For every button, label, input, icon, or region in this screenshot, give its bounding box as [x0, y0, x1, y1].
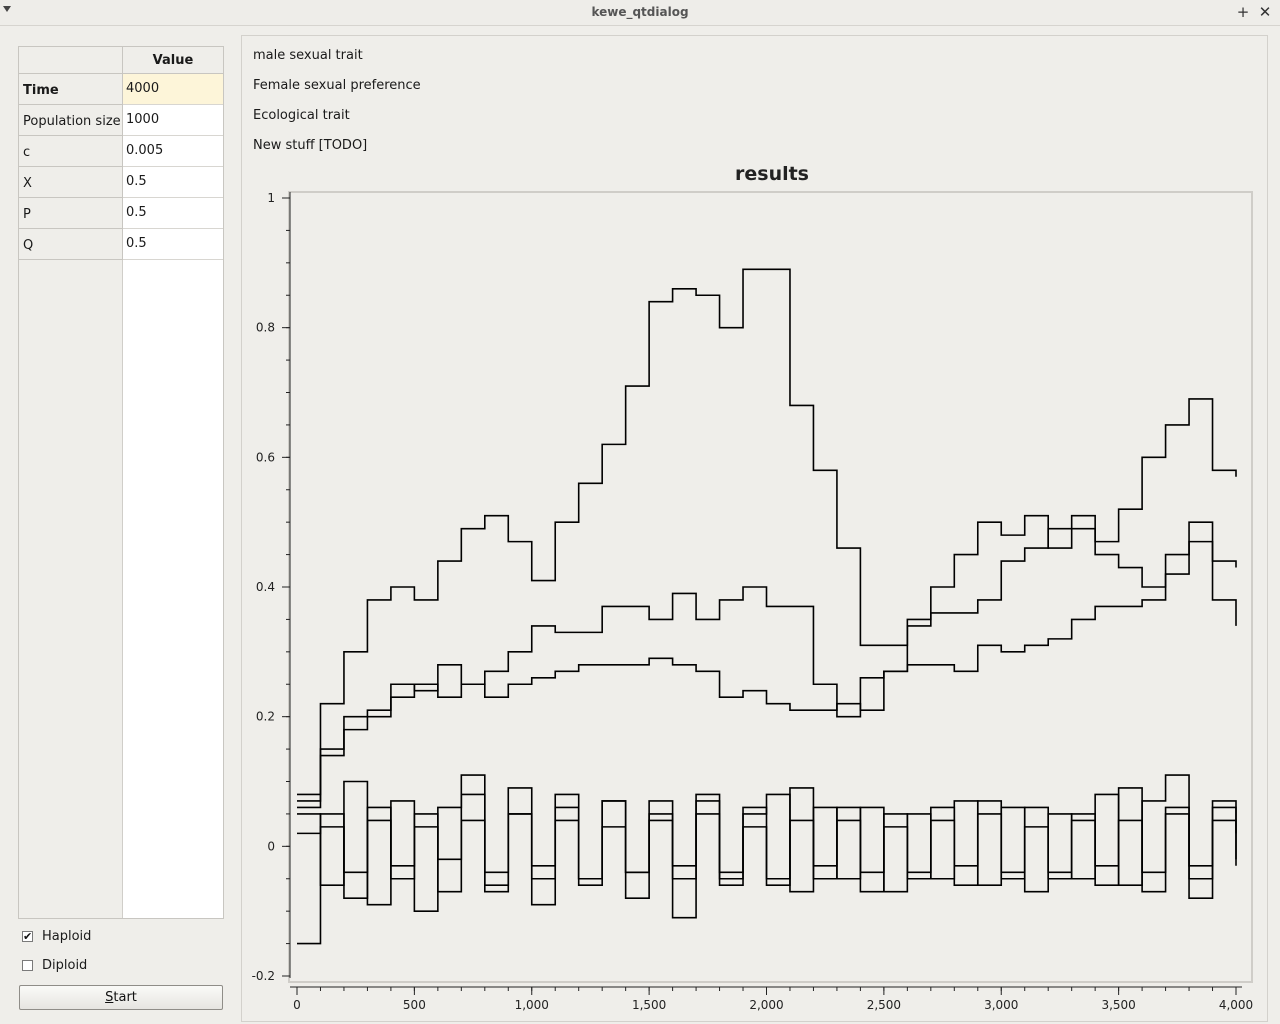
time-value-cell[interactable]: 4000: [123, 74, 223, 105]
table-row: Population size 1000: [19, 105, 223, 136]
series-line-5: [297, 774, 1237, 912]
close-icon[interactable]: ✕: [1258, 3, 1272, 21]
y-tick-label: 0.4: [256, 580, 275, 594]
row-header-time[interactable]: Time: [19, 74, 123, 105]
plot-canvas-border: [288, 191, 1253, 983]
diploid-checkbox[interactable]: Diploid: [22, 957, 132, 975]
trait-label-ecological-trait: Ecological trait: [253, 108, 350, 123]
results-panel: [241, 35, 1268, 1022]
x-tick-label: 1,500: [632, 998, 666, 1012]
p-value-cell[interactable]: 0.5: [123, 198, 223, 229]
table-row: Time 4000: [19, 74, 223, 105]
haploid-check-icon[interactable]: ✔: [22, 930, 33, 943]
value-column-header[interactable]: Value: [123, 47, 223, 74]
x-tick-label: 2,500: [867, 998, 901, 1012]
series-line-3: [297, 540, 1237, 802]
population-size-value-cell[interactable]: 1000: [123, 105, 223, 136]
x-tick-label: 4,000: [1219, 998, 1253, 1012]
y-tick-label: 0.2: [256, 710, 275, 724]
start-button[interactable]: Start: [19, 985, 223, 1010]
haploid-checkbox[interactable]: ✔ Haploid: [22, 928, 132, 946]
table-row: Q 0.5: [19, 229, 223, 260]
row-header-population-size[interactable]: Population size: [19, 105, 123, 136]
row-header-x[interactable]: X: [19, 167, 123, 198]
y-tick-label: 0: [267, 839, 275, 853]
table-row: X 0.5: [19, 167, 223, 198]
x-axis: 0 500 1,000 1,500 2,000 2,500 3,000 3,500 4,000: [290, 986, 1253, 1012]
chart-title: results: [735, 163, 809, 185]
diploid-check-icon[interactable]: [22, 960, 33, 971]
start-mnemonic: S: [105, 990, 114, 1005]
title-bar: kewe_qtdialog + ✕: [0, 0, 1280, 26]
plot-frame: [288, 191, 1253, 983]
haploid-label[interactable]: Haploid: [42, 929, 92, 944]
trait-label-new-stuff: New stuff [TODO]: [253, 138, 368, 153]
x-value-cell[interactable]: 0.5: [123, 167, 223, 198]
q-value-cell[interactable]: 0.5: [123, 229, 223, 260]
x-tick-label: 3,500: [1101, 998, 1135, 1012]
series-line-2: [297, 514, 1237, 796]
table-row: c 0.005: [19, 136, 223, 167]
table-row: P 0.5: [19, 198, 223, 229]
table-corner-button[interactable]: [19, 47, 123, 74]
table-header: Value: [19, 47, 223, 74]
row-header-c[interactable]: c: [19, 136, 123, 167]
pin-icon[interactable]: +: [1236, 3, 1250, 21]
window-title: kewe_qtdialog: [591, 5, 689, 19]
x-tick-label: 3,000: [984, 998, 1018, 1012]
results-chart: results -0.2 0 0.2 0.4 0.6 0.8 1 0 500 1,000 1,50…: [252, 163, 1254, 1012]
c-value-cell[interactable]: 0.005: [123, 136, 223, 167]
start-label-rest: tart: [113, 990, 137, 1005]
y-tick-label: 0.6: [256, 450, 275, 464]
series-line-6: [297, 813, 1237, 880]
y-axis: -0.2 0 0.2 0.4 0.6 0.8 1: [252, 191, 291, 983]
series-lines: [297, 268, 1237, 945]
x-tick-label: 0: [293, 998, 301, 1012]
parameters-table: Value Time 4000 Population size 1000 c 0…: [18, 46, 224, 919]
row-header-p[interactable]: P: [19, 198, 123, 229]
diploid-label[interactable]: Diploid: [42, 958, 88, 973]
row-header-q[interactable]: Q: [19, 229, 123, 260]
x-tick-label: 500: [403, 998, 426, 1012]
trait-label-male-sexual-trait: male sexual trait: [253, 48, 363, 63]
y-tick-label: 0.8: [256, 321, 275, 335]
y-tick-label: -0.2: [252, 969, 275, 983]
x-tick-label: 1,000: [515, 998, 549, 1012]
window-menu-icon[interactable]: [3, 6, 11, 12]
x-tick-label: 2,000: [749, 998, 783, 1012]
trait-label-female-sexual-preference: Female sexual preference: [253, 78, 421, 93]
y-tick-label: 1: [267, 191, 275, 205]
